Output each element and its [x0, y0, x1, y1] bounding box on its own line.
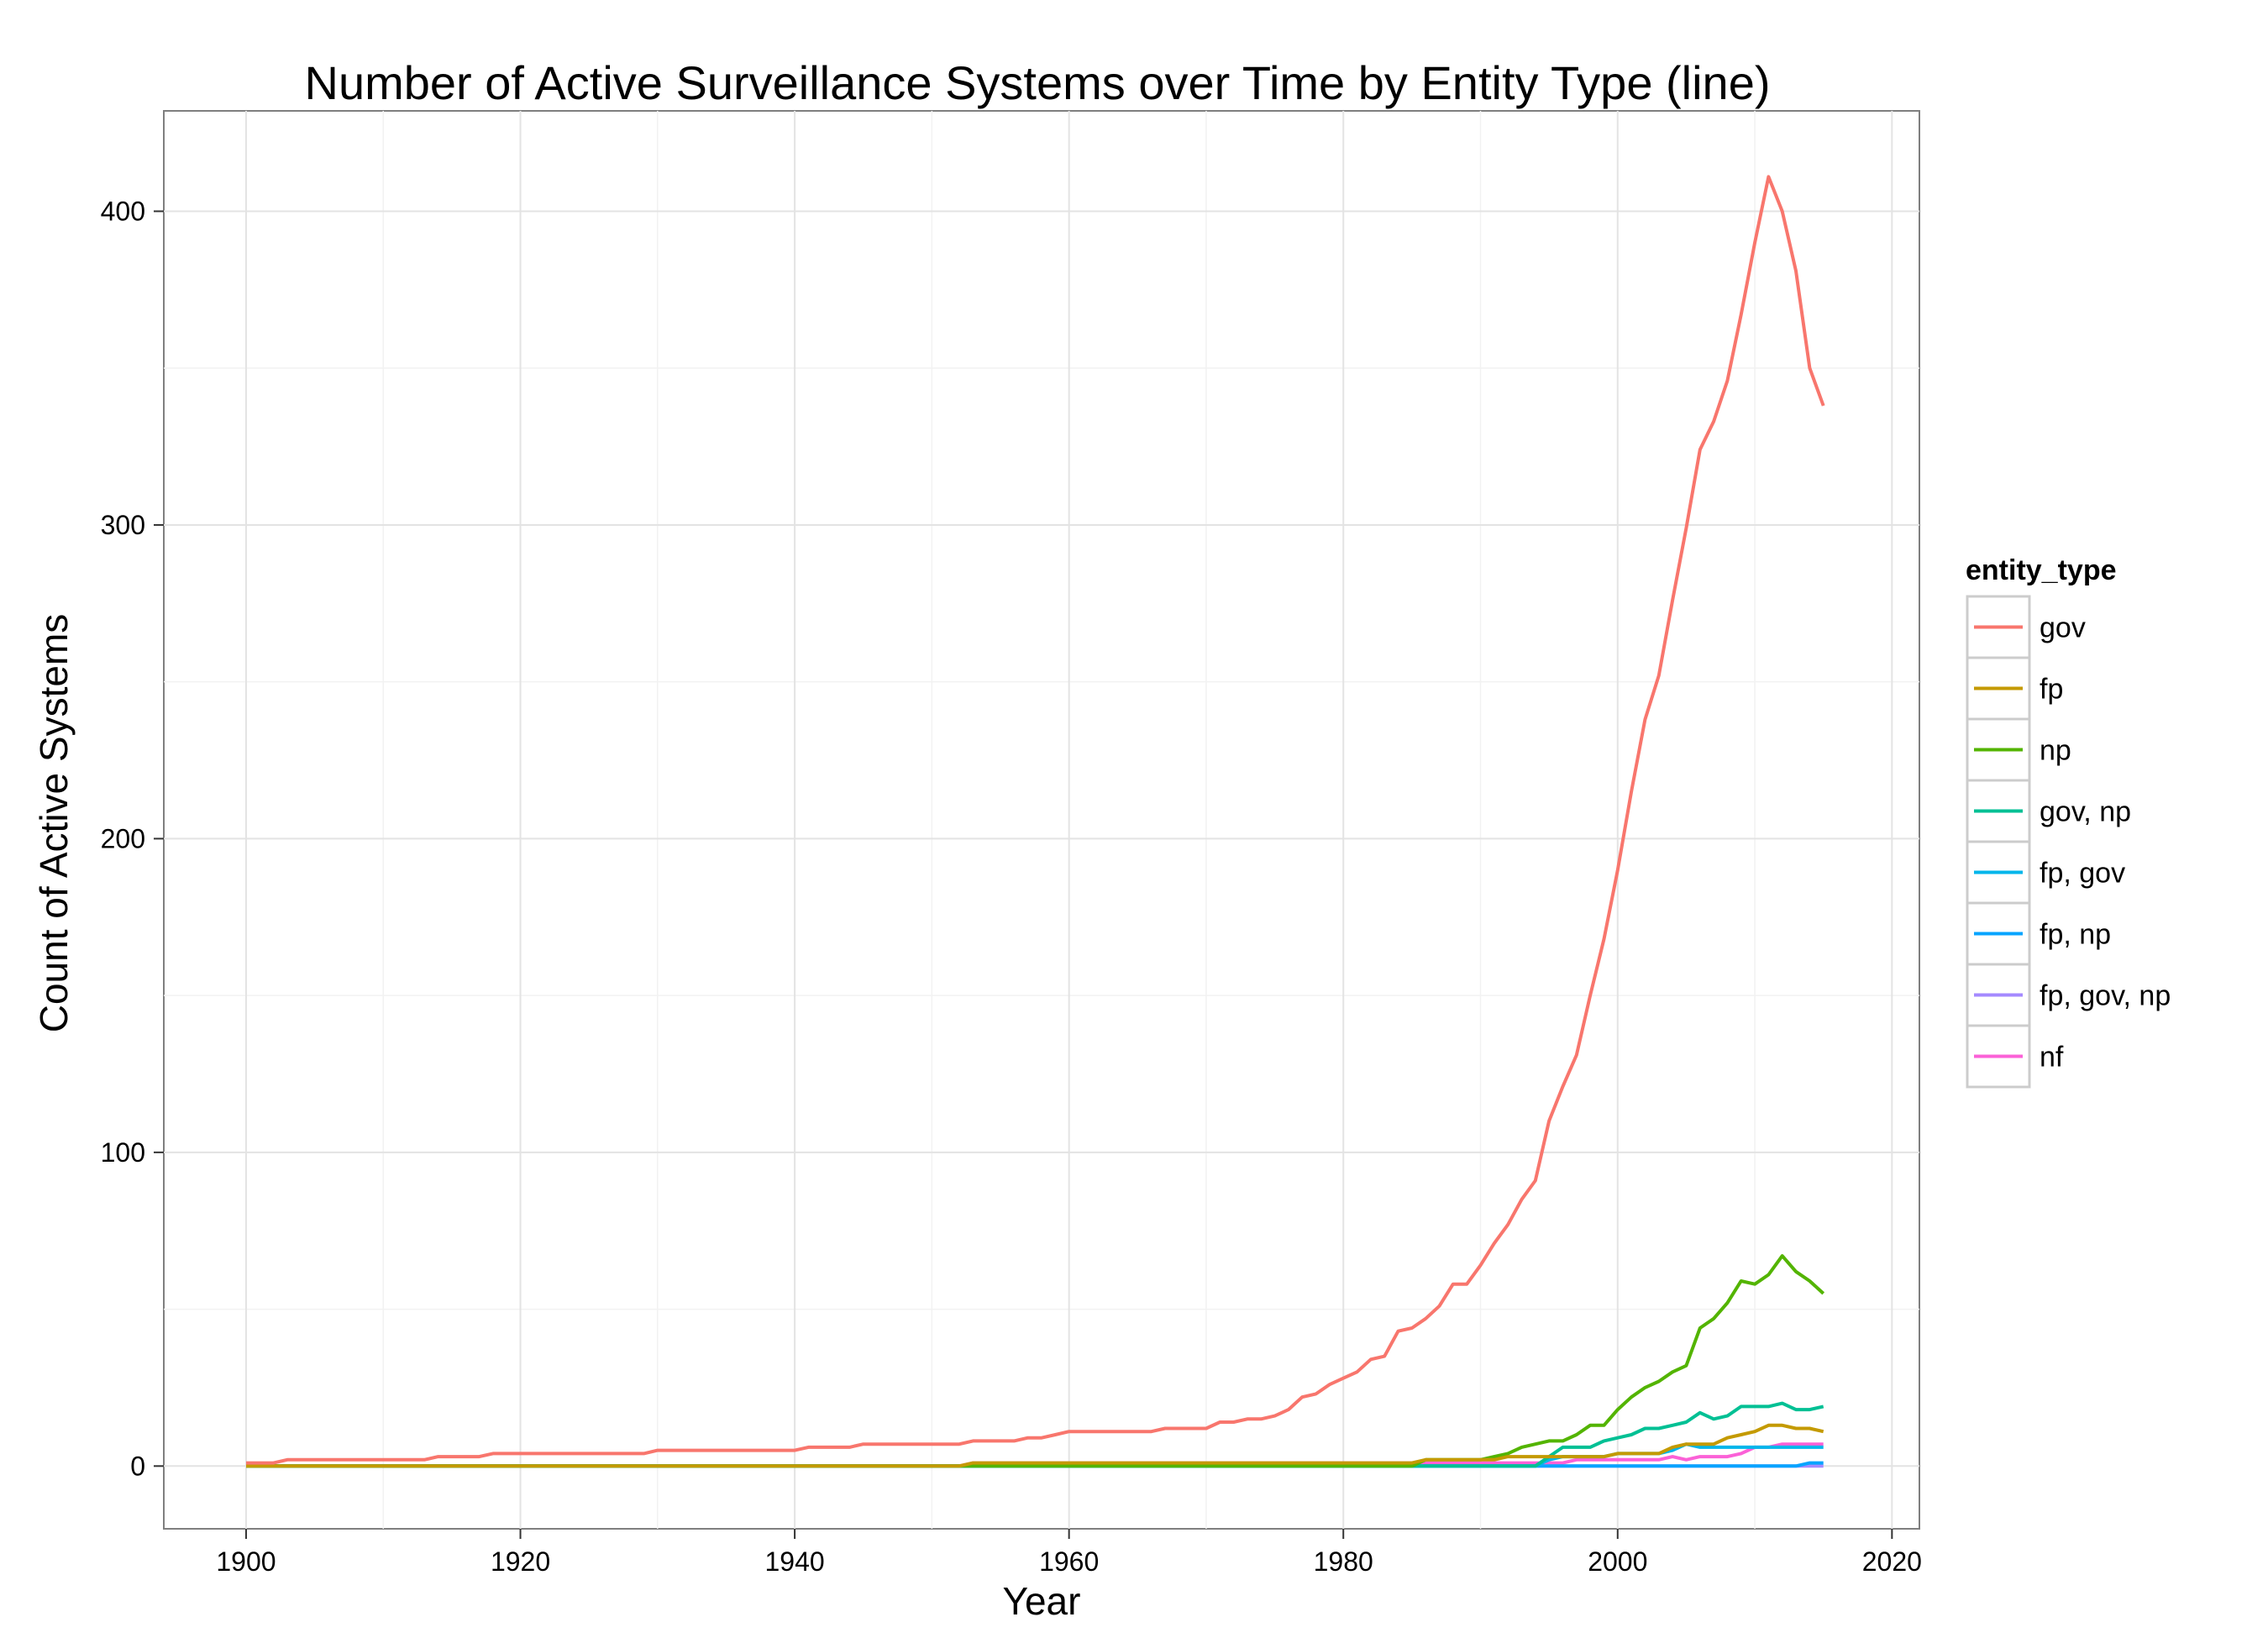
series-line-fp [246, 1423, 1824, 1468]
x-tick-label: 2000 [1588, 1546, 1647, 1577]
legend-label: fp, np [2040, 919, 2111, 951]
series-lines [246, 175, 1825, 1468]
series-line-gov [246, 175, 1825, 1465]
x-tick-label: 1960 [1039, 1546, 1099, 1577]
plot-panel [163, 110, 1920, 1530]
x-tick-label: 2020 [1862, 1546, 1922, 1577]
y-tick-label: 400 [101, 197, 145, 227]
y-tick-label: 200 [101, 823, 145, 853]
x-tick-label: 1900 [216, 1546, 276, 1577]
y-tick-label: 0 [130, 1451, 145, 1481]
legend-label: nf [2040, 1042, 2064, 1074]
x-tick-label: 1940 [765, 1546, 825, 1577]
x-axis-ticks: 1900 1920 1940 1960 1980 2000 2020 [216, 1529, 1922, 1577]
legend-label: gov [2040, 612, 2086, 644]
legend: entity_type gov fp np gov, np fp, gov fp, np f… [1966, 554, 2171, 1089]
y-tick-label: 100 [101, 1137, 145, 1168]
x-tick-label: 1980 [1314, 1546, 1373, 1577]
y-tick-label: 300 [101, 510, 145, 540]
x-axis-title: Year [1003, 1579, 1081, 1623]
legend-label: fp [2040, 674, 2063, 706]
series-line-np [246, 1254, 1825, 1468]
legend-label: gov, np [2040, 796, 2131, 828]
x-tick-label: 1920 [491, 1546, 550, 1577]
series-line-gov-np [246, 1401, 1824, 1468]
chart-title: Number of Active Surveillance Systems ov… [305, 56, 1771, 109]
plot-border [163, 110, 1920, 1530]
legend-title: entity_type [1966, 554, 2117, 586]
legend-label: np [2040, 735, 2071, 767]
legend-label: fp, gov, np [2040, 980, 2171, 1012]
y-axis-ticks: 0 100 200 300 400 [101, 197, 164, 1481]
y-axis-title: Count of Active Systems [32, 614, 76, 1033]
legend-label: fp, gov [2040, 858, 2125, 890]
